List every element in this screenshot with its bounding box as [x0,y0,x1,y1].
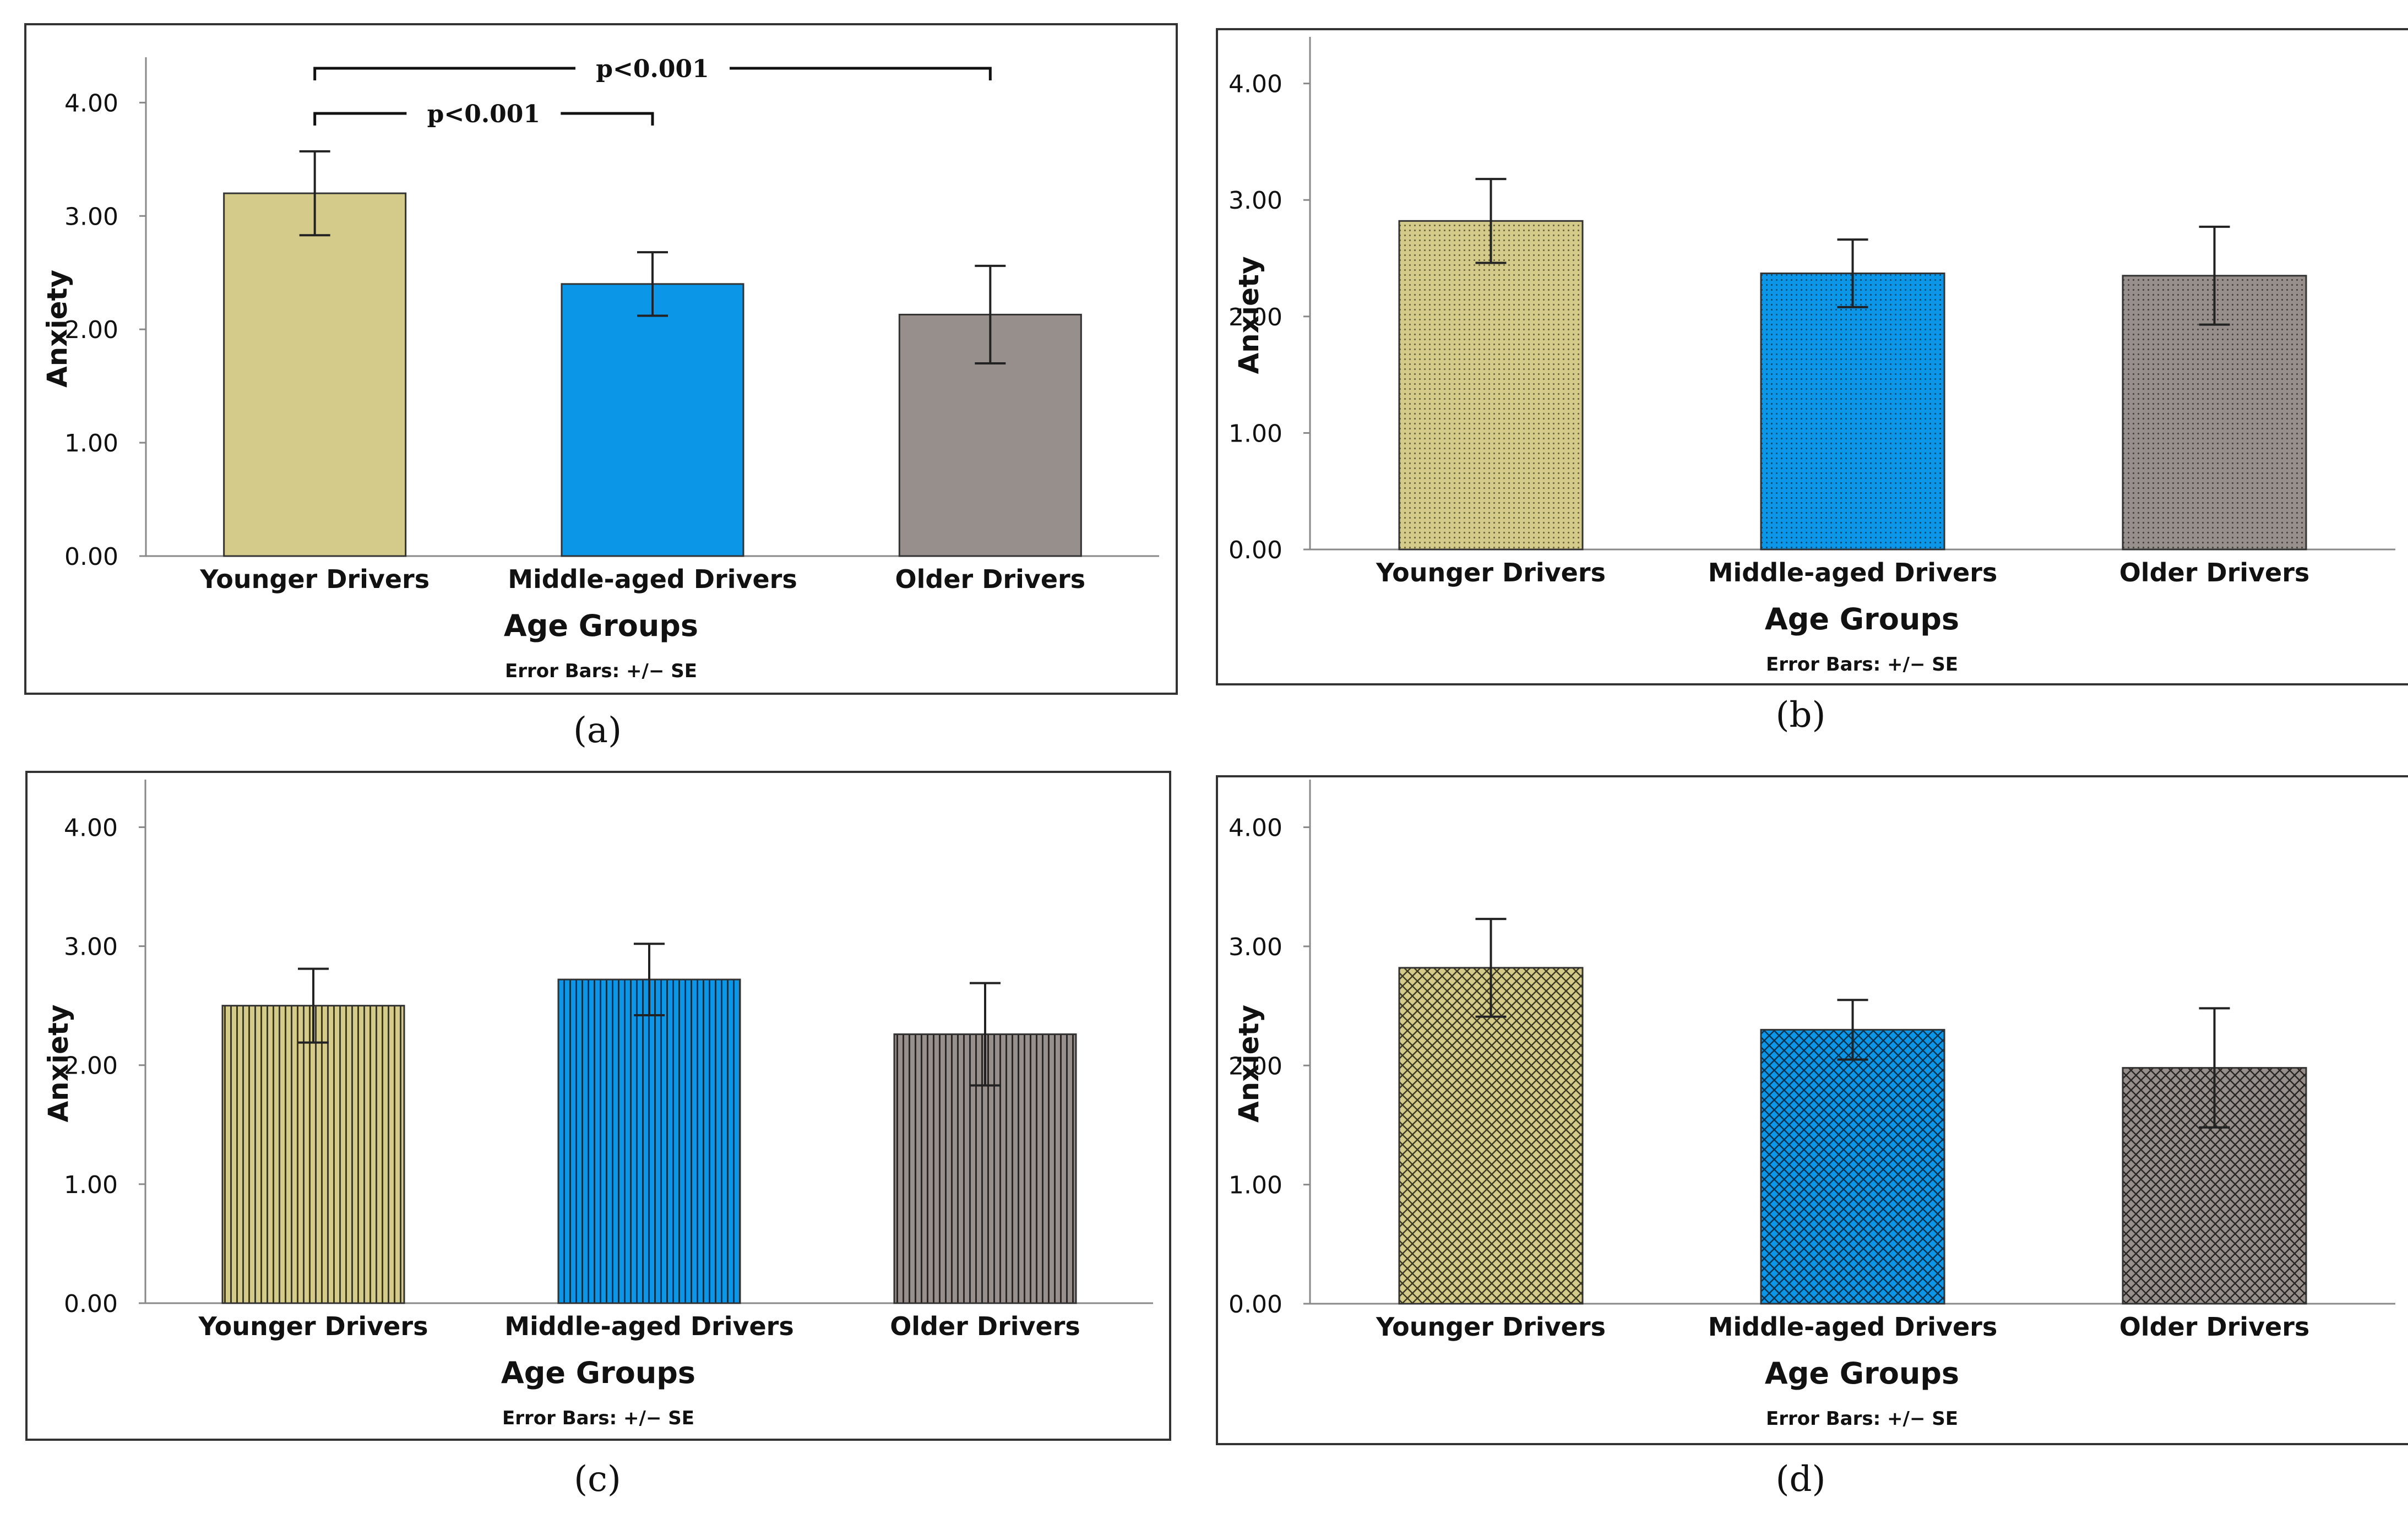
x-category-label: Older Drivers [2119,558,2310,587]
y-tick-label: 0.00 [64,1290,118,1318]
y-tick-label: 2.00 [64,1052,118,1080]
y-tick-label: 1.00 [1229,420,1282,448]
x-category-label: Middle-aged Drivers [1708,1312,1997,1342]
x-category-label: Older Drivers [890,1311,1080,1341]
significance-label: p<0.001 [596,55,709,83]
x-axis-label: Age Groups [1765,602,1959,636]
chart-panel-b: 0.00 1.00 2.00 3.00 4.00 Anxiety Younger Drive… [1216,28,2408,736]
x-axis-label: Age Groups [1765,1356,1959,1391]
y-tick-label: 2.00 [64,316,118,344]
y-axis-label: Anxiety [1233,1005,1265,1123]
bar-younger [223,192,407,557]
y-axis-label: Anxiety [1233,256,1265,374]
x-category-label: Middle-aged Drivers [504,1311,793,1341]
y-tick-label: 4.00 [64,89,118,117]
y-tick-label: 1.00 [1229,1172,1282,1200]
x-axis-label: Age Groups [504,608,698,643]
error-bars-footnote: Error Bars: +/− SE [505,660,697,682]
error-bars-footnote: Error Bars: +/− SE [502,1407,694,1429]
y-tick-label: 3.00 [1229,933,1282,961]
y-tick-label: 1.00 [64,1171,118,1199]
y-tick-label: 0.00 [1229,536,1282,564]
x-category-label: Younger Drivers [199,564,430,594]
panel-frame [1216,28,2408,685]
x-category-label: Older Drivers [895,564,1086,594]
bar-younger [1398,220,1584,551]
panel-frame [1216,775,2408,1445]
bar-middle-aged [561,283,744,557]
panel-caption-c: (c) [574,1459,621,1500]
bar-younger [221,1005,405,1304]
y-tick-label: 3.00 [64,933,118,961]
panel-caption-b: (b) [1776,695,1826,736]
panels-group: 0.00 1.00 2.00 3.00 4.00 Anxiety Younger Drive… [24,23,2408,1500]
error-bars-footnote: Error Bars: +/− SE [1766,1408,1958,1430]
x-category-label: Younger Drivers [198,1311,428,1341]
chart-panel-c: 0.00 1.00 2.00 3.00 4.00 Anxiety Younger Drive… [25,771,1171,1500]
chart-panel-a: 0.00 1.00 2.00 3.00 4.00 Anxiety Younger Drive… [24,23,1178,751]
significance-bracket [313,67,992,80]
x-category-label: Younger Drivers [1376,558,1606,587]
significance-bracket [313,112,654,126]
significance-label: p<0.001 [427,100,540,128]
panel-frame [24,23,1178,695]
y-tick-label: 2.00 [1229,1052,1282,1080]
x-category-label: Older Drivers [2119,1312,2310,1342]
y-tick-label: 2.00 [1229,303,1282,331]
panel-caption-d: (d) [1776,1459,1826,1500]
y-tick-label: 4.00 [64,814,118,842]
y-axis-label: Anxiety [41,270,73,388]
y-tick-label: 4.00 [1229,70,1282,99]
error-bars-footnote: Error Bars: +/− SE [1766,654,1958,676]
x-category-label: Younger Drivers [1376,1312,1606,1342]
bar-middle-aged [1760,273,1945,551]
chart-panel-d: 0.00 1.00 2.00 3.00 4.00 Anxiety Younger Drive… [1216,775,2408,1500]
panel-frame [25,771,1171,1441]
y-tick-label: 3.00 [64,203,118,231]
x-category-label: Middle-aged Drivers [1708,558,1997,587]
x-category-label: Middle-aged Drivers [508,564,797,594]
bar-middle-aged [1760,1028,1945,1305]
bar-middle-aged [557,978,741,1304]
y-tick-label: 1.00 [64,429,118,458]
y-tick-label: 0.00 [1229,1291,1282,1319]
panel-caption-a: (a) [573,710,622,751]
y-tick-label: 3.00 [1229,187,1282,215]
x-axis-label: Age Groups [501,1355,695,1390]
y-tick-label: 4.00 [1229,814,1282,842]
bar-younger [1398,967,1584,1305]
y-axis-label: Anxiety [42,1004,74,1122]
y-tick-label: 0.00 [64,543,118,571]
